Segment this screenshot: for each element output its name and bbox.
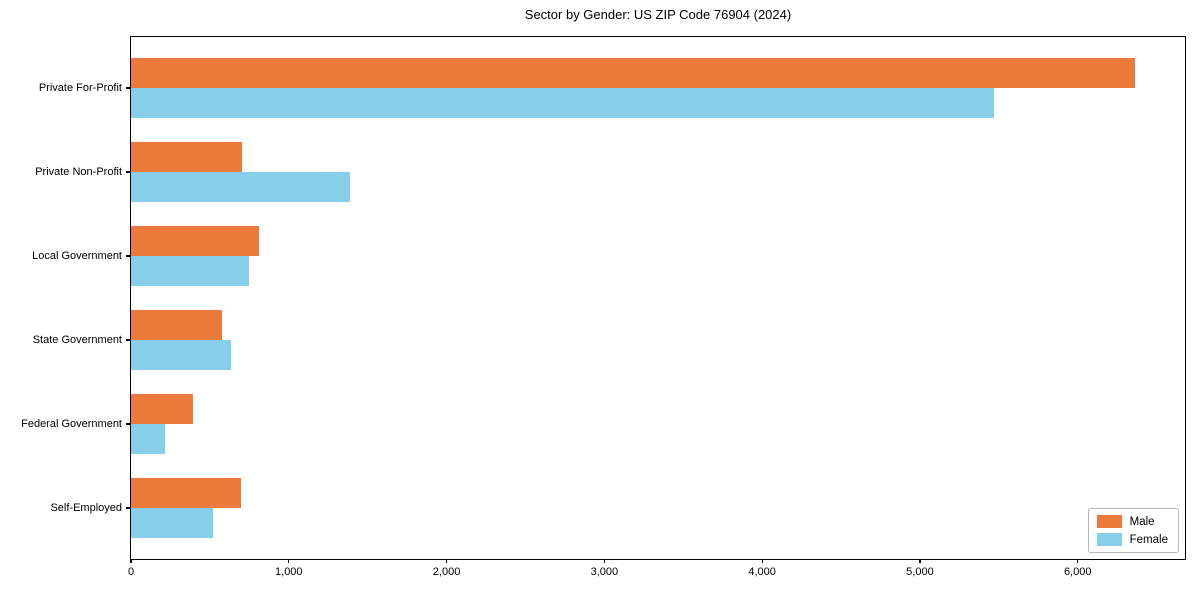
x-tick-label-1-000: 1,000: [275, 566, 303, 578]
y-tick: [125, 87, 130, 89]
y-tick: [125, 423, 130, 425]
x-tick-label-6-000: 6,000: [1063, 566, 1092, 578]
bar-female-federal-government: [131, 424, 165, 454]
y-tick-label-local-government: Local Government: [32, 250, 122, 262]
x-tick: [919, 559, 921, 563]
x-tick: [288, 559, 290, 563]
x-tick: [130, 559, 132, 563]
bar-female-state-government: [131, 340, 232, 370]
bar-female-private-non-profit: [131, 172, 351, 202]
chart-title: Sector by Gender: US ZIP Code 76904 (202…: [524, 7, 792, 22]
legend-swatch-male: [1096, 515, 1122, 528]
bar-male-local-government: [131, 226, 259, 256]
legend-label-male: Male: [1129, 515, 1155, 528]
legend-label-female: Female: [1129, 533, 1168, 546]
y-tick: [125, 339, 130, 341]
bar-female-private-for-profit: [131, 88, 995, 118]
x-tick: [1077, 559, 1079, 563]
y-tick-label-private-non-profit: Private Non-Profit: [35, 166, 122, 178]
y-tick: [125, 255, 130, 257]
bar-female-local-government: [131, 256, 249, 286]
bar-male-private-for-profit: [131, 58, 1135, 88]
bar-male-federal-government: [131, 394, 193, 424]
legend-entry-female: Female: [1096, 533, 1168, 546]
x-tick: [603, 559, 605, 563]
bar-male-private-non-profit: [131, 142, 243, 172]
bar-female-self-employed: [131, 508, 214, 538]
legend: Male Female: [1087, 508, 1179, 553]
y-tick-label-federal-government: Federal Government: [21, 418, 122, 430]
legend-swatch-female: [1096, 533, 1122, 546]
x-tick: [761, 559, 763, 563]
x-tick-label-2-000: 2,000: [432, 566, 461, 578]
x-tick-label-3-000: 3,000: [590, 566, 619, 578]
x-tick-label-5-000: 5,000: [906, 566, 934, 578]
x-tick-label-0: 0: [127, 566, 135, 578]
bar-male-self-employed: [131, 478, 242, 508]
y-tick-label-self-employed: Self-Employed: [50, 502, 122, 514]
x-tick-label-4-000: 4,000: [748, 566, 776, 578]
bar-male-state-government: [131, 310, 222, 340]
plot-area: Male Female Private For-Profit Private Non…: [21, 36, 1186, 578]
legend-entry-male: Male: [1096, 515, 1168, 528]
y-tick: [125, 171, 130, 173]
y-tick-label-state-government: State Government: [32, 334, 122, 346]
x-tick: [445, 559, 448, 563]
y-tick: [125, 507, 130, 509]
y-tick-label-private-for-profit: Private For-Profit: [38, 82, 122, 94]
